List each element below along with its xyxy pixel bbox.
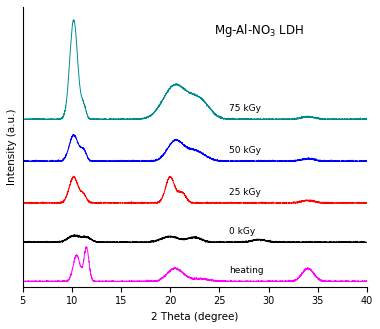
X-axis label: 2 Theta (degree): 2 Theta (degree) bbox=[151, 312, 238, 322]
Y-axis label: Intensity (a.u.): Intensity (a.u.) bbox=[7, 109, 17, 185]
Text: heating: heating bbox=[229, 266, 264, 275]
Text: Mg-Al-NO$_3$ LDH: Mg-Al-NO$_3$ LDH bbox=[214, 22, 304, 39]
Text: 50 kGy: 50 kGy bbox=[229, 146, 261, 155]
Text: 25 kGy: 25 kGy bbox=[229, 188, 261, 196]
Text: 0 kGy: 0 kGy bbox=[229, 227, 255, 236]
Text: 75 kGy: 75 kGy bbox=[229, 104, 261, 113]
